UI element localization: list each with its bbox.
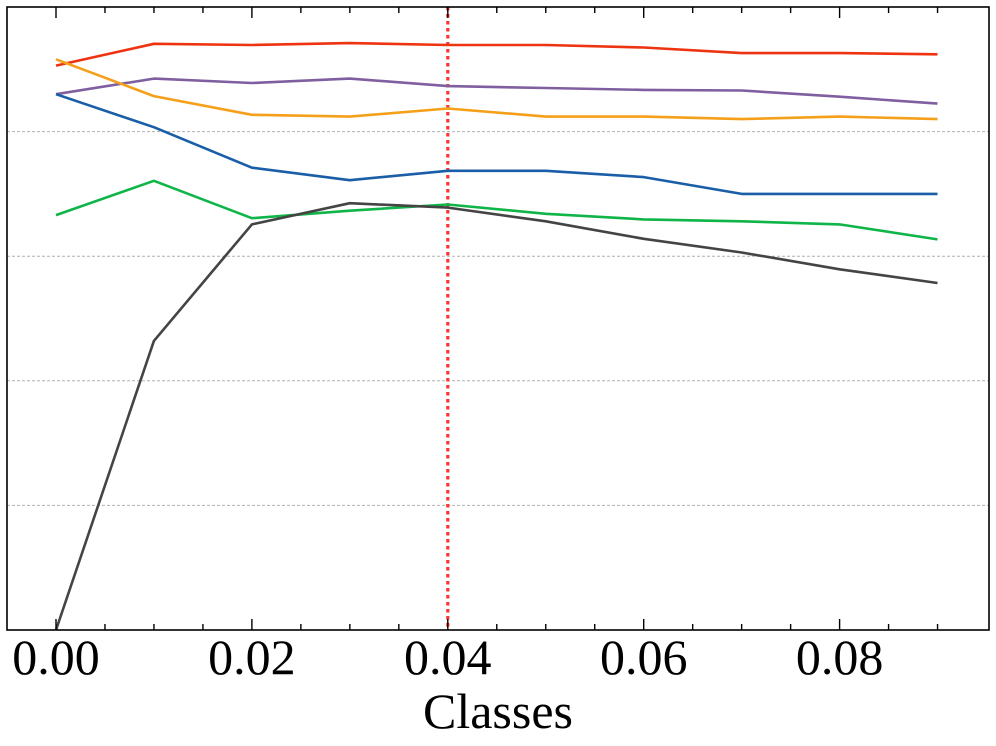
x-tick-label-3: 0.06 — [600, 629, 688, 685]
series-line-4 — [55, 179, 938, 241]
x-tick-label-2: 0.04 — [404, 629, 492, 685]
x-tick-labels: 0.00 0.02 0.04 0.06 0.08 — [12, 629, 883, 685]
plot-frame — [6, 6, 990, 631]
series-line-5 — [54, 201, 938, 631]
x-tick-label-1: 0.02 — [208, 629, 296, 685]
series-line-3 — [55, 92, 938, 196]
axis-ticks — [55, 7, 939, 630]
series-line-1 — [55, 77, 938, 105]
grid-lines — [7, 131, 989, 506]
series-line-2 — [55, 58, 938, 121]
x-tick-label-0: 0.00 — [12, 629, 100, 685]
x-axis-title: Classes — [423, 683, 573, 739]
series-lines — [54, 41, 938, 631]
x-tick-label-4: 0.08 — [796, 629, 884, 685]
series-line-0 — [55, 41, 938, 67]
